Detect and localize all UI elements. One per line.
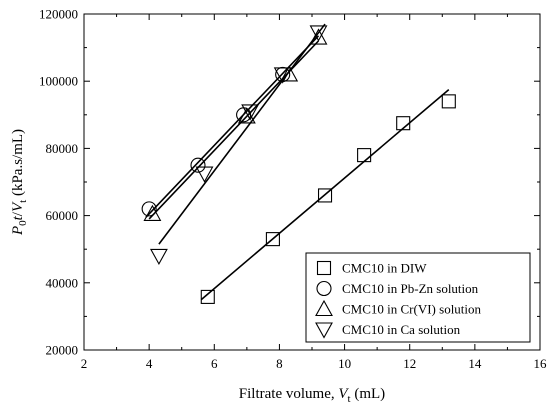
data-point-square: [441, 94, 456, 109]
x-tick-label: 10: [338, 356, 351, 371]
data-point-square: [396, 116, 411, 131]
legend-marker-triangle-up: [315, 299, 333, 317]
legend-label: CMC10 in Pb-Zn solution: [342, 281, 479, 296]
data-point-square: [265, 232, 280, 247]
axis-ticks: 2 4 6 8 10 12 14 16 20000 40000 60000 80000 100000 12…: [39, 7, 547, 372]
data-point-triangle-down: [195, 166, 214, 183]
data-point-triangle-down: [241, 104, 260, 121]
x-tick-label: 12: [403, 356, 416, 371]
y-axis-label: P0t/Vt (kPa.s/mL): [10, 129, 29, 236]
data-point-triangle-down: [309, 25, 328, 42]
data-point-triangle-up: [237, 107, 256, 124]
legend-box: [305, 252, 531, 343]
y-tick-label: 60000: [46, 208, 79, 223]
data-point-circle: [190, 157, 206, 173]
legend-marker-triangle-down: [315, 322, 333, 339]
y-tick-label: 40000: [46, 275, 79, 290]
x-tick-label: 6: [211, 356, 218, 371]
y-tick-label: 100000: [39, 74, 78, 89]
legend-marker-circle: [316, 280, 332, 297]
x-tick-label: 8: [276, 356, 283, 371]
x-tick-label: 4: [146, 356, 153, 371]
y-tick-label: 20000: [46, 343, 79, 358]
data-point-square: [357, 148, 372, 163]
data-point-circle: [141, 201, 157, 217]
legend-label: CMC10 in Cr(VI) solution: [342, 302, 482, 317]
legend-label: CMC10 in DIW: [342, 261, 427, 276]
legend-marker-square: [316, 260, 332, 276]
legend: CMC10 in DIW CMC10 in Pb-Zn solution CMC10…: [305, 252, 531, 343]
fit-line-square: [200, 88, 450, 301]
data-point-square: [317, 188, 333, 203]
data-point-triangle-up: [143, 204, 162, 221]
data-point-triangle-down: [149, 248, 168, 266]
data-point-triangle-up: [309, 28, 328, 45]
data-point-square: [200, 289, 215, 304]
y-tick-label: 120000: [39, 7, 78, 22]
x-tick-label: 14: [468, 356, 482, 371]
fit-lines: [145, 23, 450, 301]
x-axis-label: Filtrate volume, Vt (mL): [239, 386, 385, 405]
x-tick-label: 16: [534, 356, 548, 371]
legend-label: CMC10 in Ca solution: [342, 322, 461, 337]
fit-line-triangle-down: [158, 23, 326, 245]
fit-line-circle: [145, 35, 320, 218]
x-tick-label: 2: [81, 356, 88, 371]
y-tick-label: 80000: [46, 141, 79, 156]
data-markers: [141, 25, 456, 304]
data-point-triangle-down: [273, 67, 292, 84]
data-point-triangle-up: [280, 65, 299, 82]
